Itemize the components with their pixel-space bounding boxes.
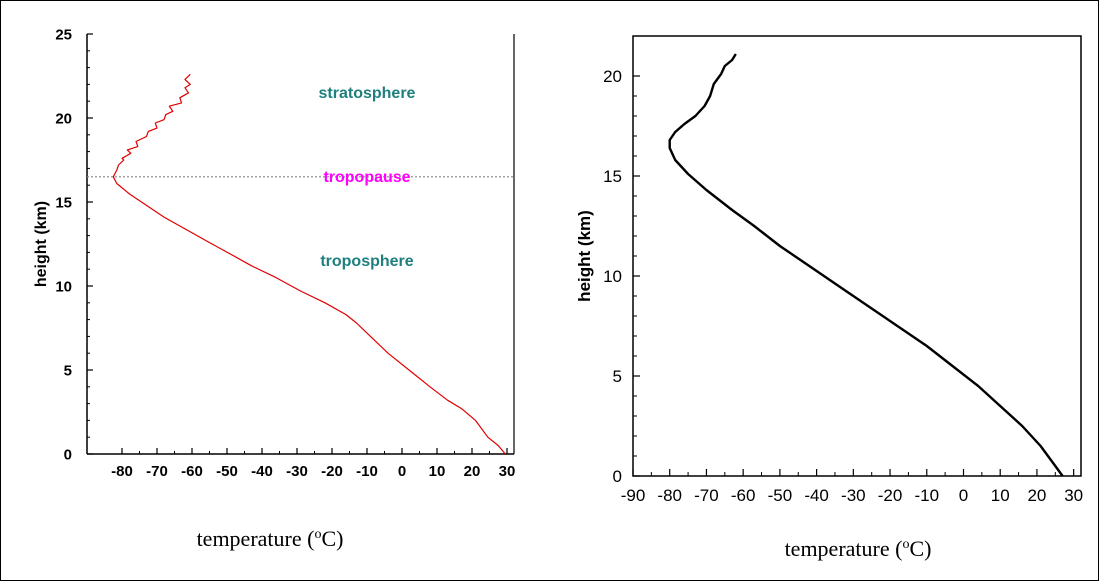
y-tick-label: 0 [64,446,72,463]
left-chart: 0 5 10 15 20 25 -80 -70 -60 -50 -40 -30 -20 -10 0 10 20 3… [33,26,515,551]
right-chart: 0 5 10 15 20 -90 -80 -70 -60 -50 -40 -30 -20 -10 0 10 20… [575,35,1083,561]
x-axis-label: temperature (oC) [785,536,932,561]
x-tick-label: -80 [657,486,682,505]
x-tick-label: 20 [1027,486,1046,505]
x-tick-label: 0 [959,486,968,505]
y-tick-label: 10 [603,267,622,286]
y-tick-label: 15 [603,167,622,186]
annotation-label: stratosphere [319,85,416,102]
x-tick-label: -60 [731,486,756,505]
y-tick-label: 5 [613,367,622,386]
temperature-profile-line [668,53,1064,477]
x-tick-label: -50 [768,486,793,505]
y-tick-label: 5 [64,362,72,379]
y-axis-label: height (km) [33,201,50,287]
x-axis-label: temperature (oC) [197,526,344,551]
y-tick-label: 20 [55,110,72,127]
x-tick-label: -70 [146,463,168,480]
x-tick-label: -20 [321,463,343,480]
x-tick-label: -10 [914,486,939,505]
x-tick-label: 10 [429,463,446,480]
x-tick-label: -50 [216,463,238,480]
x-tick-label: 30 [1064,486,1083,505]
annotation-label: tropopause [323,169,410,186]
x-tick-label: -10 [356,463,378,480]
x-tick-label: -70 [694,486,719,505]
y-tick-label: 0 [613,467,622,486]
plot-frame [632,35,1082,477]
y-axis-label: height (km) [575,210,594,302]
x-tick-label: 20 [464,463,481,480]
x-tick-label: -20 [878,486,903,505]
y-tick-label: 20 [603,67,622,86]
x-tick-label: -80 [111,463,133,480]
x-tick-label: -40 [804,486,829,505]
x-tick-label: -30 [841,486,866,505]
annotation-label: troposphere [320,253,413,270]
x-tick-label: 10 [991,486,1010,505]
y-tick-label: 10 [55,278,72,295]
x-tick-label: 0 [398,463,406,480]
x-tick-label: -30 [286,463,308,480]
x-tick-label: -40 [251,463,273,480]
x-tick-label: -60 [181,463,203,480]
y-tick-label: 15 [55,194,72,211]
y-tick-label: 25 [55,26,72,43]
temperature-profile-line [112,73,506,455]
x-tick-label: 30 [499,463,516,480]
x-tick-label: -90 [621,486,646,505]
